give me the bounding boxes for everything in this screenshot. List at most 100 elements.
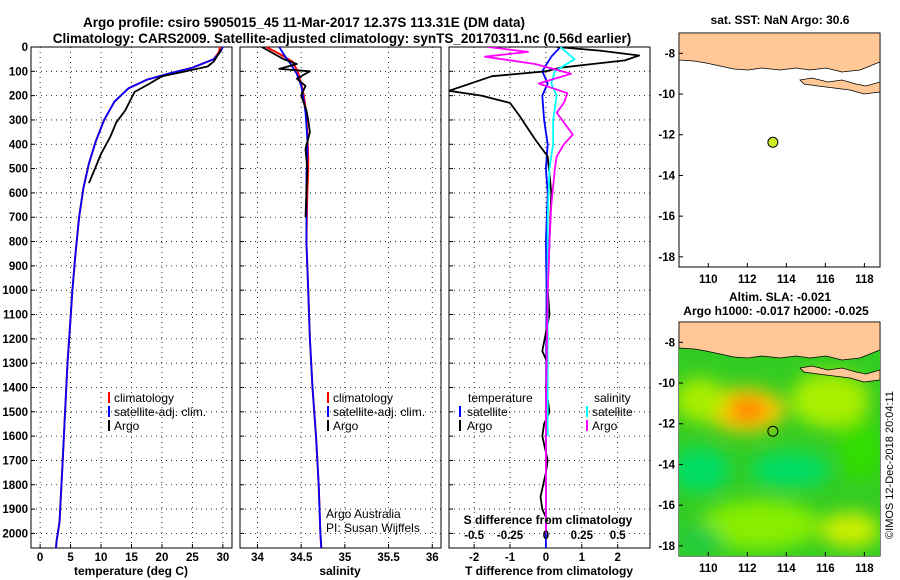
x-tick-label: 35.5 bbox=[377, 552, 400, 564]
x-tick-label: 36 bbox=[426, 552, 439, 564]
map-y-tick-label: -16 bbox=[658, 500, 675, 512]
legend-label-climatology: climatology bbox=[333, 391, 393, 405]
credit-argo-australia: Argo Australia bbox=[326, 507, 401, 521]
legend-label-argo: Argo bbox=[333, 419, 359, 433]
difference-panel: -2 -1 0 1 2 -0.5 -0.25 0 0.25 0.5 S difference f… bbox=[448, 46, 651, 578]
map-x-tick-label: 112 bbox=[738, 274, 757, 286]
legend-swatch-sal-argo bbox=[586, 420, 588, 431]
x-tick-label: -1 bbox=[505, 552, 516, 564]
temperature-series bbox=[55, 47, 224, 548]
depth-tick-label: 1900 bbox=[2, 504, 28, 516]
sla-anomaly bbox=[700, 500, 820, 550]
legend-swatch-temp-argo bbox=[459, 420, 461, 431]
sla-map-title: Altim. SLA: -0.021 bbox=[729, 290, 831, 304]
map-y-tick-label: -18 bbox=[658, 252, 675, 264]
legend-swatch-climatology bbox=[108, 392, 110, 403]
map-y-tick-label: -12 bbox=[658, 130, 675, 142]
depth-tick-label: 700 bbox=[9, 212, 28, 224]
x-tick-label: 34 bbox=[251, 552, 264, 564]
x-tick-label: 2 bbox=[614, 552, 620, 564]
sst-map-points bbox=[767, 136, 779, 148]
temperature-x-ticks: 0 5 10 15 20 25 30 bbox=[37, 552, 229, 564]
x2-tick-label: -0.5 bbox=[464, 530, 484, 542]
legend-swatch-temp-satellite bbox=[459, 406, 461, 417]
sla-anomaly bbox=[838, 420, 880, 480]
x-tick-label: 5 bbox=[67, 552, 74, 564]
sla-anomaly bbox=[679, 448, 730, 492]
difference-xlabel2: S difference from climatology bbox=[464, 513, 633, 527]
x-tick-label: 0 bbox=[543, 552, 549, 564]
temperature-panel: 0 5 10 15 20 25 30 temperature (deg C) climato… bbox=[30, 46, 233, 578]
sst-map-land bbox=[679, 33, 880, 95]
x-tick-label: 20 bbox=[156, 552, 169, 564]
map-y-tick-label: -12 bbox=[658, 419, 675, 431]
legend-label-sal-argo: Argo bbox=[592, 419, 618, 433]
legend-label-temp-satellite: satellite bbox=[467, 405, 508, 419]
depth-tick-label: 0 bbox=[22, 42, 28, 54]
nusa-tenggara-landmass bbox=[799, 77, 880, 95]
x2-tick-label: 0.5 bbox=[610, 530, 627, 542]
map-y-tick-label: -14 bbox=[658, 459, 675, 471]
legend-swatch-argo bbox=[327, 420, 329, 431]
salinity-x-ticks: 34 34.5 35 35.5 36 bbox=[251, 552, 439, 564]
depth-tick-label: 900 bbox=[9, 261, 28, 273]
map-x-tick-label: 118 bbox=[855, 274, 874, 286]
legend-swatch-satellite bbox=[327, 406, 329, 417]
map-y-tick-label: -10 bbox=[658, 378, 675, 390]
sla-anomaly bbox=[730, 400, 766, 420]
depth-axis: 0 100 200 300 400 500 600 700 800 900 1000 1100 1200… bbox=[2, 42, 28, 540]
map-x-tick-label: 110 bbox=[699, 274, 718, 286]
depth-tick-label: 1000 bbox=[2, 285, 28, 297]
x2-tick-label: -0.25 bbox=[497, 530, 524, 542]
map-y-tick-label: -8 bbox=[665, 48, 676, 60]
series-line-salinity-satellite bbox=[546, 47, 576, 437]
depth-tick-label: 2000 bbox=[2, 528, 28, 540]
sla-anomaly bbox=[790, 372, 870, 428]
salinity-grid bbox=[240, 46, 441, 548]
depth-tick-label: 500 bbox=[9, 164, 28, 176]
legend-title-salinity: salinity bbox=[594, 391, 631, 405]
map-y-tick-label: -10 bbox=[658, 89, 675, 101]
series-line-argo bbox=[261, 47, 311, 218]
x-tick-label: 35 bbox=[338, 552, 351, 564]
depth-tick-label: 300 bbox=[9, 115, 28, 127]
depth-tick-label: 1400 bbox=[2, 382, 28, 394]
legend-label-climatology: climatology bbox=[114, 391, 174, 405]
map-x-tick-label: 110 bbox=[699, 563, 718, 575]
header-line-1: Argo profile: csiro 5905015_45 11-Mar-20… bbox=[83, 15, 525, 30]
legend-swatch-argo bbox=[108, 420, 110, 431]
legend-label-satellite: satellite-adj. clim. bbox=[333, 405, 425, 419]
sla-map-axes: 110 112 114 116 118 -8 -10 -12 -14 -16 -18 bbox=[658, 337, 874, 575]
java-landmass bbox=[679, 322, 880, 361]
depth-tick-label: 200 bbox=[9, 91, 28, 103]
depth-tick-label: 1300 bbox=[2, 358, 28, 370]
x-tick-label: 34.5 bbox=[290, 552, 313, 564]
java-landmass bbox=[679, 33, 880, 73]
depth-tick-label: 1800 bbox=[2, 480, 28, 492]
legend-label-temp-argo: Argo bbox=[467, 419, 493, 433]
nusa-tenggara-landmass bbox=[799, 365, 880, 383]
difference-legend: temperature satellite Argo salinity sate… bbox=[459, 391, 633, 433]
difference-series bbox=[449, 47, 641, 548]
depth-tick-label: 600 bbox=[9, 188, 28, 200]
depth-tick-label: 800 bbox=[9, 237, 28, 249]
difference-x2-ticks: -0.5 -0.25 0 0.25 0.5 bbox=[464, 530, 626, 542]
depth-tick-label: 400 bbox=[9, 139, 28, 151]
map-x-tick-label: 116 bbox=[816, 563, 835, 575]
legend-swatch-climatology bbox=[327, 392, 329, 403]
salinity-series bbox=[261, 47, 323, 548]
sla-map-panel: Altim. SLA: -0.021 Argo h1000: -0.017 h2… bbox=[658, 290, 881, 575]
salinity-panel: 34 34.5 35 35.5 36 salinity climatology sate… bbox=[239, 46, 442, 578]
series-line-temperature-satellite bbox=[541, 47, 561, 548]
sst-map-panel: sat. SST: NaN Argo: 30.6 110 112 114 116 118… bbox=[658, 13, 881, 286]
sla-anomaly bbox=[820, 512, 880, 548]
legend-title-temperature: temperature bbox=[468, 391, 533, 405]
sla-map-points bbox=[767, 425, 779, 437]
x-tick-label: 30 bbox=[216, 552, 229, 564]
map-x-tick-label: 116 bbox=[816, 274, 835, 286]
difference-x-ticks: -2 -1 0 1 2 bbox=[469, 552, 621, 564]
x-tick-label: 10 bbox=[95, 552, 108, 564]
sla-anomaly bbox=[679, 525, 722, 555]
salinity-legend: climatology satellite-adj. clim. Argo bbox=[327, 391, 425, 433]
